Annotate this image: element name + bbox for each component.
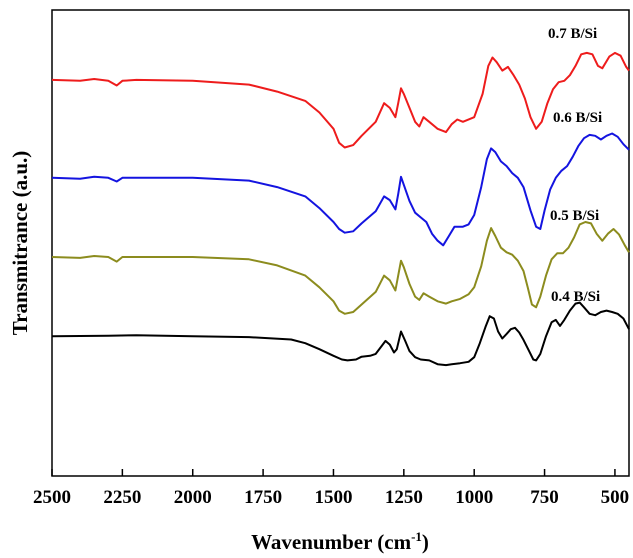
series-label-0-5-b-si: 0.5 B/Si: [550, 208, 599, 224]
x-tick-label-2250: 2250: [103, 487, 141, 508]
series-label-0-7-b-si: 0.7 B/Si: [548, 26, 597, 42]
series-labels: 0.7 B/Si 0.6 B/Si 0.5 B/Si 0.4 B/Si: [548, 26, 602, 305]
x-ticks: [51, 469, 616, 476]
x-axis-title: Wavenumber (cm-1): [251, 529, 429, 554]
x-tick-labels: 2500 2250 2000 1750 1500 1250 1000 750 500: [33, 487, 629, 508]
x-tick-label-1500: 1500: [314, 487, 352, 508]
series-line-0-7-b-si: [51, 51, 630, 149]
series-layer: [51, 51, 630, 367]
x-tick-label-1750: 1750: [244, 487, 282, 508]
y-axis-title: Transmitrance (a.u.): [8, 151, 32, 336]
x-axis-title-sup: -1: [411, 529, 422, 544]
x-tick-label-500: 500: [601, 487, 630, 508]
series-line-0-4-b-si: [51, 301, 630, 367]
x-tick-label-1000: 1000: [455, 487, 493, 508]
series-line-0-6-b-si: [51, 132, 630, 247]
plot-frame: [51, 9, 630, 477]
series-line-0-5-b-si: [51, 221, 630, 315]
x-tick-label-2000: 2000: [174, 487, 212, 508]
series-label-0-4-b-si: 0.4 B/Si: [551, 289, 600, 305]
x-tick-label-1250: 1250: [385, 487, 423, 508]
x-tick-label-2500: 2500: [33, 487, 71, 508]
x-tick-label-750: 750: [530, 487, 559, 508]
series-label-0-6-b-si: 0.6 B/Si: [553, 110, 602, 126]
